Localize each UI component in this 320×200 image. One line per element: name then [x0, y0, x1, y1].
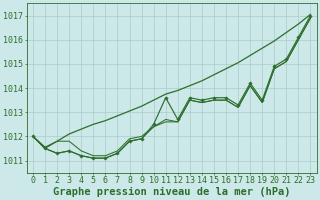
X-axis label: Graphe pression niveau de la mer (hPa): Graphe pression niveau de la mer (hPa) [53, 186, 291, 197]
